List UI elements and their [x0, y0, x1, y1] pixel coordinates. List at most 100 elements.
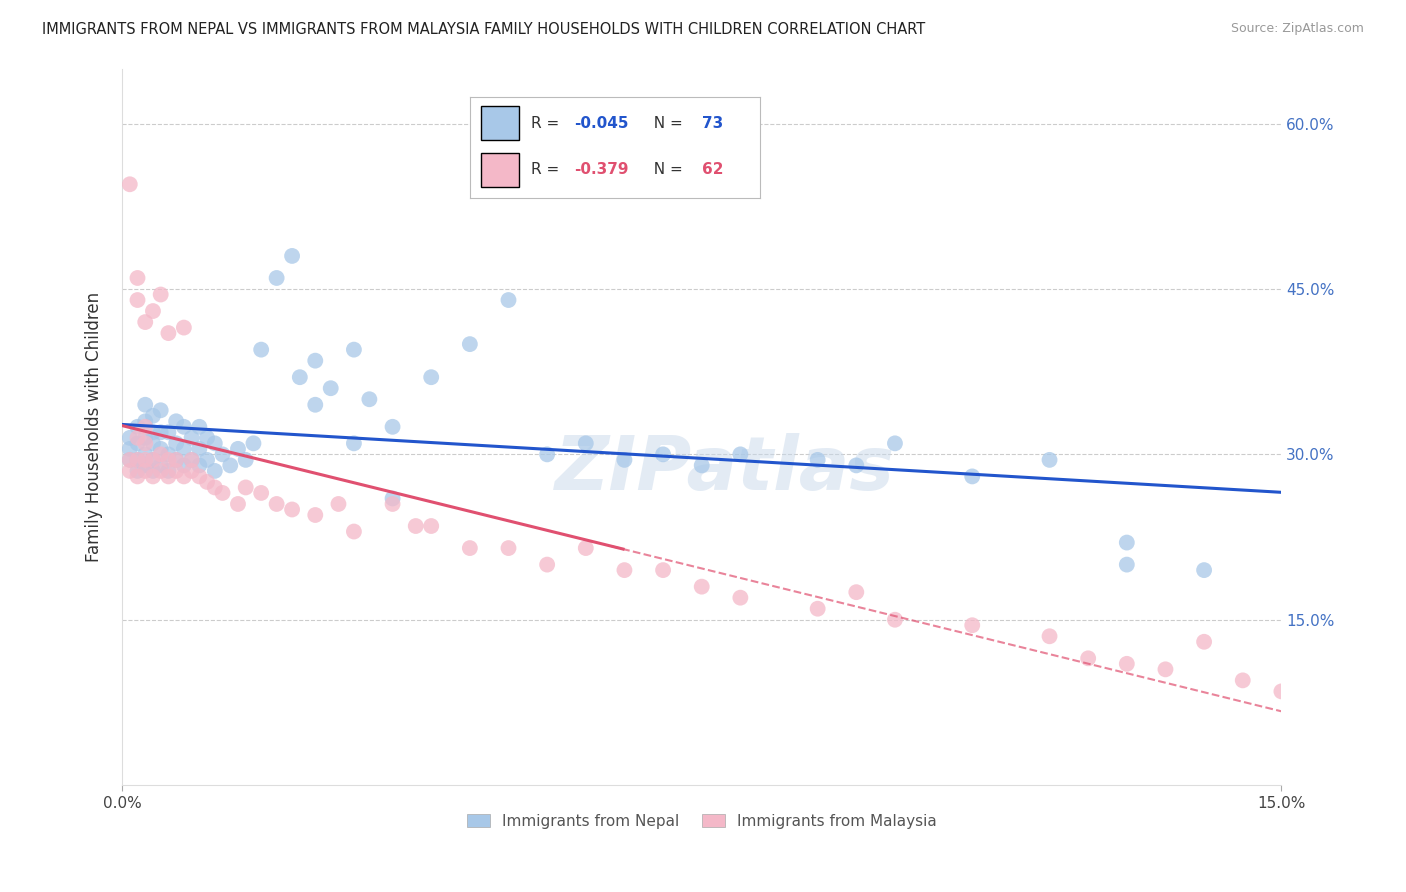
Point: [157, 447, 180, 461]
Point: [288, 370, 311, 384]
Point: [884, 613, 907, 627]
Point: [304, 508, 326, 522]
Point: [730, 591, 752, 605]
Point: [1115, 535, 1137, 549]
Point: [652, 447, 675, 461]
Point: [304, 353, 326, 368]
Point: [142, 453, 165, 467]
Point: [149, 447, 172, 461]
Point: [420, 519, 443, 533]
Point: [458, 337, 481, 351]
Point: [142, 409, 165, 423]
Point: [960, 469, 983, 483]
Point: [281, 502, 304, 516]
Point: [266, 271, 288, 285]
Point: [219, 458, 242, 473]
Point: [1232, 673, 1254, 688]
Point: [134, 453, 156, 467]
Point: [149, 458, 172, 473]
Point: [204, 464, 226, 478]
Point: [149, 425, 172, 440]
Point: [575, 541, 598, 555]
Point: [1038, 629, 1060, 643]
Point: [359, 392, 381, 407]
Point: [458, 541, 481, 555]
Point: [188, 469, 211, 483]
Point: [235, 480, 257, 494]
Point: [807, 601, 830, 615]
Point: [405, 519, 427, 533]
Point: [188, 419, 211, 434]
Point: [157, 464, 180, 478]
Point: [960, 618, 983, 632]
Point: [134, 447, 156, 461]
Point: [157, 469, 180, 483]
Point: [343, 524, 366, 539]
Point: [1038, 453, 1060, 467]
Point: [250, 486, 273, 500]
Point: [211, 486, 233, 500]
Point: [235, 453, 257, 467]
Point: [281, 249, 304, 263]
Point: [180, 431, 202, 445]
Point: [173, 320, 195, 334]
Point: [204, 480, 226, 494]
Point: [328, 497, 350, 511]
Point: [420, 370, 443, 384]
Point: [226, 497, 249, 511]
Point: [211, 447, 233, 461]
Point: [173, 469, 195, 483]
Point: [134, 436, 156, 450]
Point: [134, 431, 156, 445]
Point: [250, 343, 273, 357]
Point: [188, 442, 211, 456]
Point: [134, 315, 156, 329]
Point: [690, 458, 713, 473]
Point: [127, 469, 149, 483]
Point: [204, 436, 226, 450]
Point: [180, 453, 202, 467]
Point: [118, 178, 141, 192]
Point: [157, 425, 180, 440]
Text: Source: ZipAtlas.com: Source: ZipAtlas.com: [1230, 22, 1364, 36]
Point: [127, 271, 149, 285]
Point: [180, 453, 202, 467]
Text: IMMIGRANTS FROM NEPAL VS IMMIGRANTS FROM MALAYSIA FAMILY HOUSEHOLDS WITH CHILDRE: IMMIGRANTS FROM NEPAL VS IMMIGRANTS FROM…: [42, 22, 925, 37]
Point: [266, 497, 288, 511]
Point: [195, 475, 218, 489]
Point: [575, 436, 598, 450]
Point: [149, 287, 172, 301]
Point: [498, 293, 520, 307]
Point: [1077, 651, 1099, 665]
Point: [127, 419, 149, 434]
Point: [134, 458, 156, 473]
Y-axis label: Family Households with Children: Family Households with Children: [86, 292, 103, 562]
Point: [536, 447, 558, 461]
Point: [149, 403, 172, 417]
Legend: Immigrants from Nepal, Immigrants from Malaysia: Immigrants from Nepal, Immigrants from M…: [461, 807, 943, 835]
Point: [127, 293, 149, 307]
Point: [142, 425, 165, 440]
Point: [118, 453, 141, 467]
Point: [1192, 634, 1215, 648]
Point: [127, 453, 149, 467]
Point: [149, 442, 172, 456]
Point: [498, 541, 520, 555]
Point: [142, 304, 165, 318]
Point: [180, 464, 202, 478]
Point: [1115, 558, 1137, 572]
Point: [1270, 684, 1292, 698]
Point: [165, 453, 187, 467]
Point: [381, 419, 404, 434]
Point: [304, 398, 326, 412]
Point: [613, 563, 636, 577]
Point: [845, 458, 868, 473]
Point: [381, 491, 404, 506]
Point: [173, 419, 195, 434]
Point: [165, 436, 187, 450]
Point: [165, 453, 187, 467]
Point: [118, 431, 141, 445]
Point: [845, 585, 868, 599]
Point: [165, 414, 187, 428]
Point: [195, 431, 218, 445]
